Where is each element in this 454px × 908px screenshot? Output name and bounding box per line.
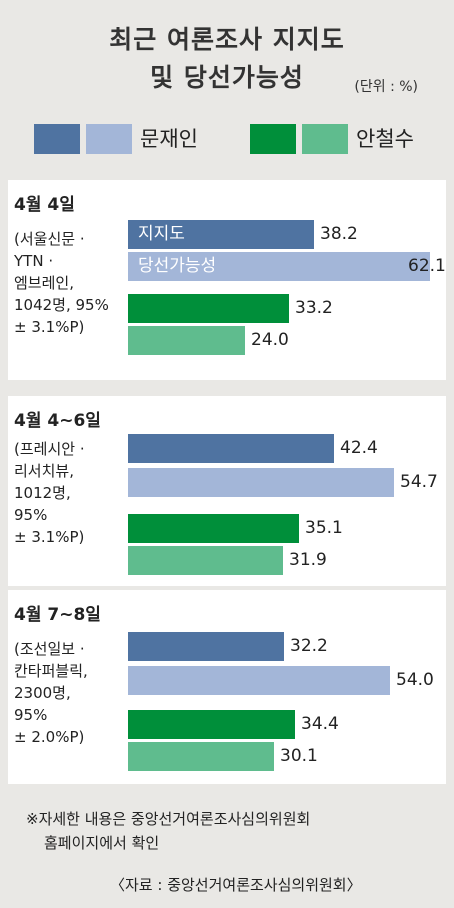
bar-ahn-win: [128, 546, 283, 575]
bar-ahn-win: [128, 326, 245, 355]
legend-label-moon: 문재인: [140, 127, 198, 151]
poll-source-line: (서울신문 ·: [14, 230, 85, 248]
bar-moon-support: [128, 434, 334, 463]
poll-source-line: 2300명,: [14, 684, 71, 702]
poll-date: 4월 7~8일: [14, 605, 101, 625]
bar-ahn-support: [128, 710, 295, 739]
poll-source-line: 엠브레인,: [14, 274, 74, 292]
bar-value-label: 54.7: [400, 472, 438, 492]
poll-source-line: ± 2.0%P): [14, 728, 85, 746]
bar-label-support: 지지도: [138, 224, 185, 244]
poll-source-line: 리서치뷰,: [14, 462, 74, 480]
poll-source-line: 1012명,: [14, 484, 71, 502]
chart-title-line1: 최근 여론조사 지지도: [109, 25, 345, 54]
poll-source-line: ± 3.1%P): [14, 528, 85, 546]
poll-source-line: YTN ·: [14, 252, 54, 270]
bar-value-label: 24.0: [251, 330, 289, 350]
legend-label-ahn: 안철수: [356, 127, 414, 151]
poll-source-line: 칸타퍼블릭,: [14, 662, 88, 680]
chart-title-line2: 및 당선가능성: [150, 63, 304, 92]
bar-label-win: 당선가능성: [138, 256, 217, 276]
legend-swatch-moon-support: [34, 124, 80, 154]
bar-value-label: 33.2: [295, 298, 333, 318]
poll-source-line: 1042명, 95%: [14, 296, 109, 314]
bar-value-label: 30.1: [280, 746, 318, 766]
bar-value-label: 38.2: [320, 224, 358, 244]
bar-value-label: 35.1: [305, 518, 343, 538]
bar-value-label: 42.4: [340, 438, 378, 458]
bar-value-label: 34.4: [301, 714, 339, 734]
bar-moon-win: [128, 666, 390, 695]
legend-swatch-ahn-win: [302, 124, 348, 154]
poll-date: 4월 4일: [14, 195, 75, 215]
bar-value-label: 54.0: [396, 670, 434, 690]
poll-source-line: (조선일보 ·: [14, 640, 85, 658]
bar-value-label: 32.2: [290, 636, 328, 656]
poll-panel: 4월 4일 (서울신문 · YTN · 엠브레인, 1042명, 95% ± 3.1%P)…: [8, 180, 446, 380]
bar-moon-win: [128, 468, 394, 497]
legend-swatch-ahn-support: [250, 124, 296, 154]
footnote: ※자세한 내용은 중앙선거여론조사심의위원회: [26, 810, 311, 828]
bar-ahn-win: [128, 742, 274, 771]
bar-ahn-support: [128, 514, 299, 543]
bar-moon-win: 당선가능성: [128, 252, 430, 281]
bar-ahn-support: [128, 294, 289, 323]
poll-date: 4월 4~6일: [14, 411, 101, 431]
bar-moon-support: [128, 632, 284, 661]
bar-value-label: 62.1: [408, 256, 446, 276]
bar-moon-support: 지지도: [128, 220, 314, 249]
unit-label: (단위 : %): [354, 79, 418, 95]
poll-source-line: ± 3.1%P): [14, 318, 85, 336]
poll-source-line: (프레시안 ·: [14, 440, 85, 458]
bar-value-label: 31.9: [289, 550, 327, 570]
poll-panel: 4월 4~6일 (프레시안 · 리서치뷰, 1012명, 95% ± 3.1%P) 42.4…: [8, 396, 446, 586]
poll-source-line: 95%: [14, 506, 48, 524]
footnote-continued: 홈페이지에서 확인: [44, 834, 160, 852]
source-credit: 〈자료 : 중앙선거여론조사심의위원회〉: [110, 876, 362, 894]
poll-source-line: 95%: [14, 706, 48, 724]
poll-panel: 4월 7~8일 (조선일보 · 칸타퍼블릭, 2300명, 95% ± 2.0%P) 32.…: [8, 590, 446, 784]
legend-swatch-moon-win: [86, 124, 132, 154]
